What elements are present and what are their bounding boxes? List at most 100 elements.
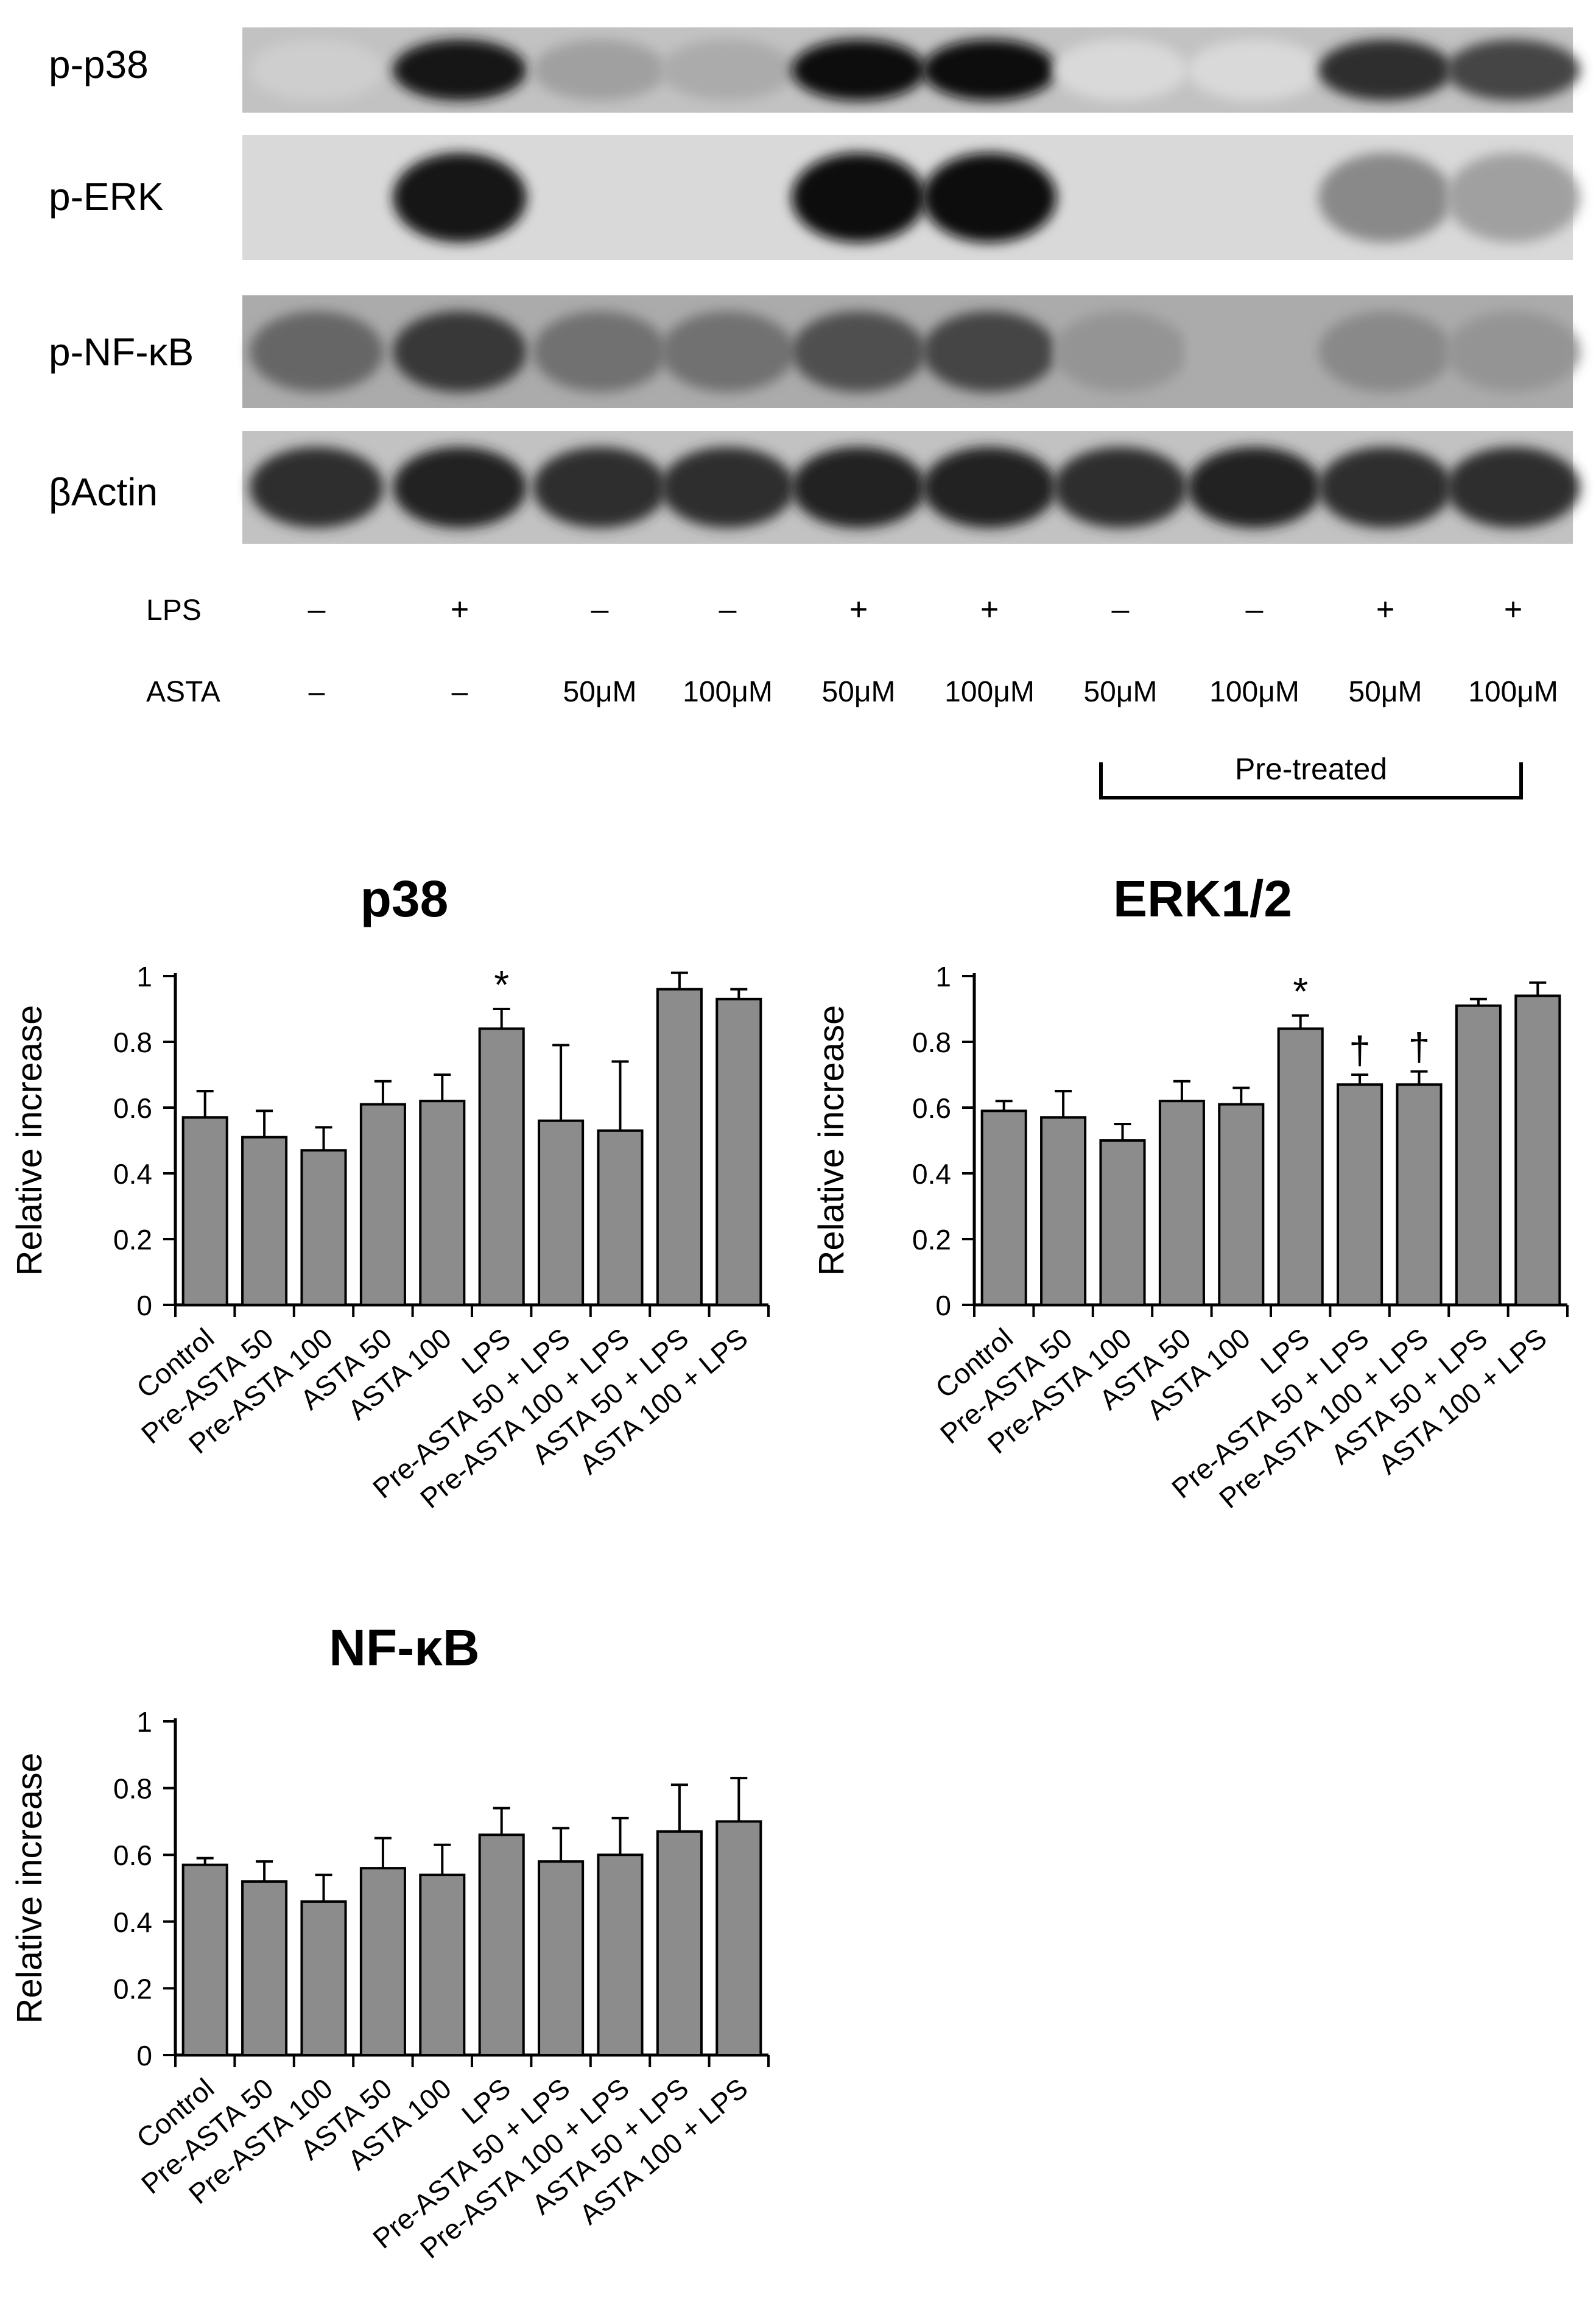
y-tick-label: 0.2 [113,1224,152,1256]
y-tick-label: 0.8 [912,1027,951,1058]
western-blot-panel: p-p38 p-ERK p-NF-κB βActin [49,27,1580,544]
blot-band [393,446,527,529]
bar [359,1103,406,1306]
blot-row-label: βActin [49,470,158,514]
asta-value: 100μM [1209,676,1299,708]
y-tick-label: 0.6 [113,1092,152,1124]
blot-band [1053,39,1187,101]
y-tick-label: 1 [136,1706,152,1738]
lps-value: – [1246,592,1264,627]
blot-band [1446,446,1580,529]
blot-band [533,39,667,101]
blot-row-label: p-NF-κB [49,330,194,374]
blot-band [393,39,527,101]
lps-value: – [591,592,609,627]
blot-row-label: p-p38 [49,43,149,86]
bar [1040,1116,1087,1306]
bar [359,1867,406,2057]
y-tick-label: 0.6 [113,1839,152,1871]
blot-band [533,446,667,529]
y-tick-label: 1 [136,961,152,993]
lps-value: + [1504,592,1522,627]
bar [1158,1100,1205,1306]
asta-value: 50μM [1348,676,1422,708]
bar [656,1830,703,2057]
y-tick-label: 0 [136,1290,152,1321]
y-tick-label: 0.4 [113,1906,152,1938]
bar [419,1874,466,2057]
bar [419,1100,466,1306]
chart-title: NF-κB [329,1619,479,1676]
blot-band [1318,446,1452,529]
bar [300,1900,347,2056]
blot-band [661,39,795,101]
pretreated-label: Pre-treated [1235,752,1387,786]
blot-band [1187,446,1321,529]
y-tick-label: 0.8 [113,1773,152,1805]
asta-value: 100μM [1468,676,1558,708]
asta-value: 100μM [683,676,773,708]
asta-value: 50μM [563,676,636,708]
lps-row-label: LPS [146,594,202,627]
lps-value: – [308,592,326,627]
y-tick-label: 1 [935,961,951,993]
blot-band [533,311,667,393]
blot-band [792,152,926,243]
bar [1218,1103,1265,1306]
y-axis-label: Relative increase [812,1005,851,1276]
bar [1455,1004,1502,1306]
asta-value: – [452,676,468,708]
bar [656,988,703,1306]
chart-title: ERK1/2 [1113,870,1292,927]
bar [597,1853,644,2056]
treatment-conditions-table: LPS ASTA – + – – + + – – + + – – 50μM 100μM 50μM 100μM 50μ… [146,592,1558,799]
bar [478,1833,525,2057]
y-tick-label: 0.4 [113,1158,152,1190]
significance-marker: * [1293,969,1308,1013]
bar [715,997,762,1307]
chart-title: p38 [360,870,449,927]
asta-value: 100μM [944,676,1035,708]
blot-band [923,39,1056,101]
y-tick-label: 0 [935,1290,951,1321]
bar [300,1149,347,1306]
y-axis-label: Relative increase [10,1005,49,1276]
bar [597,1129,644,1307]
blot-band [250,39,384,101]
bar [241,1880,288,2057]
y-axis-label: Relative increase [10,1753,49,2024]
y-tick-label: 0.8 [113,1027,152,1058]
blot-band [923,152,1056,243]
bar [980,1109,1027,1307]
significance-marker: † [1408,1025,1430,1069]
lps-value: + [980,592,999,627]
blot-band [1187,311,1321,393]
blot-band [661,311,795,393]
pretreated-bracket [1099,762,1523,799]
asta-value: – [309,676,325,708]
lps-value: – [1112,592,1130,627]
blot-band [923,311,1056,393]
bar [181,1116,228,1306]
blot-band [1318,311,1452,393]
blot-band [1318,152,1452,243]
blot-row-label: p-ERK [49,175,164,219]
bar [538,1119,585,1306]
blot-band [1187,39,1321,101]
blot-band [1053,446,1187,529]
bar [1337,1083,1383,1306]
significance-marker: † [1349,1028,1371,1072]
y-tick-label: 0 [136,2040,152,2071]
blot-band [923,446,1056,529]
bar [478,1027,525,1307]
asta-row-label: ASTA [146,676,220,708]
bar [1514,994,1561,1307]
bar [241,1136,288,1306]
lps-value: + [849,592,868,627]
bar [715,1820,762,2056]
y-tick-label: 0.2 [113,1973,152,2005]
bar [538,1860,585,2056]
blot-band [792,311,926,393]
